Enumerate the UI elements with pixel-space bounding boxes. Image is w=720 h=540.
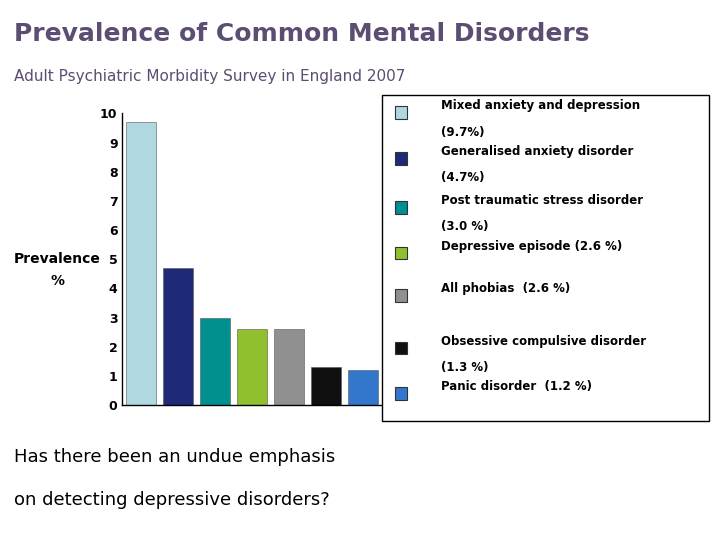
Bar — [348, 370, 378, 405]
Bar — [395, 289, 408, 302]
Text: (4.7%): (4.7%) — [441, 171, 484, 184]
Text: Depressive episode (2.6 %): Depressive episode (2.6 %) — [441, 240, 622, 253]
Text: (9.7%): (9.7%) — [441, 126, 484, 139]
Text: Has there been an undue emphasis: Has there been an undue emphasis — [14, 448, 336, 466]
Text: ⚓UCL: ⚓UCL — [613, 6, 698, 34]
Text: Obsessive compulsive disorder: Obsessive compulsive disorder — [441, 335, 646, 348]
Bar — [237, 329, 267, 405]
Text: %: % — [50, 274, 65, 288]
Text: (1.3 %): (1.3 %) — [441, 361, 488, 374]
Bar — [395, 387, 408, 400]
Bar — [311, 367, 341, 405]
Text: Prevalence: Prevalence — [14, 252, 101, 266]
Bar — [274, 329, 304, 405]
Bar — [163, 268, 193, 405]
Text: Panic disorder  (1.2 %): Panic disorder (1.2 %) — [441, 380, 592, 394]
Text: (3.0 %): (3.0 %) — [441, 220, 488, 233]
Bar — [395, 201, 408, 214]
Bar — [395, 247, 408, 260]
Bar — [395, 152, 408, 165]
Text: All phobias  (2.6 %): All phobias (2.6 %) — [441, 282, 570, 295]
Bar — [200, 318, 230, 405]
Bar — [395, 342, 408, 354]
Text: Adult Psychiatric Morbidity Survey in England 2007: Adult Psychiatric Morbidity Survey in En… — [14, 69, 406, 84]
Text: Post traumatic stress disorder: Post traumatic stress disorder — [441, 194, 643, 207]
Text: Prevalence of Common Mental Disorders: Prevalence of Common Mental Disorders — [14, 22, 590, 45]
Bar — [395, 106, 408, 119]
Text: on detecting depressive disorders?: on detecting depressive disorders? — [14, 491, 330, 509]
Bar — [126, 122, 156, 405]
Text: Generalised anxiety disorder: Generalised anxiety disorder — [441, 145, 633, 158]
Text: Mixed anxiety and depression: Mixed anxiety and depression — [441, 99, 639, 112]
